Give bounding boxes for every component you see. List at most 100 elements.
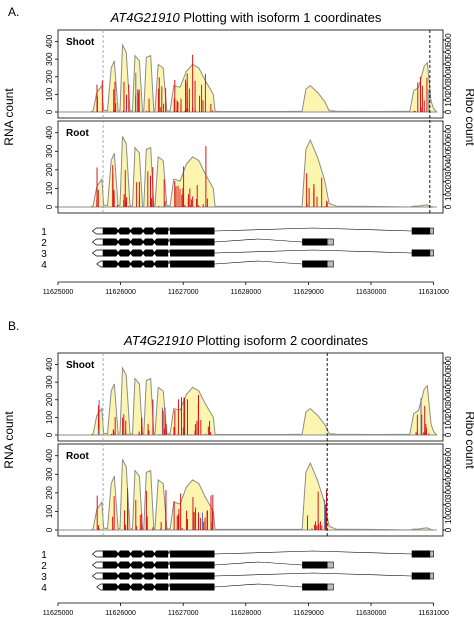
x-tick-label: 11625000: [43, 289, 74, 296]
utr3-box: [429, 249, 434, 257]
rna-tick-label: 300: [45, 375, 54, 389]
cds-notch: [116, 566, 121, 569]
cds-notch: [141, 243, 146, 246]
cds-notch: [128, 260, 133, 263]
cds-notch: [152, 555, 157, 558]
isoform-label: 2: [41, 238, 47, 249]
cds-block: [103, 572, 169, 580]
utr5-box: [91, 238, 104, 246]
cds-notch: [128, 561, 133, 564]
cds-notch: [141, 265, 146, 268]
ribo-tick-label: 500: [444, 460, 453, 474]
cds-notch: [141, 249, 146, 252]
utr3-box: [326, 238, 334, 246]
cds-notch: [141, 550, 146, 553]
isoform-label: 4: [41, 260, 47, 271]
cds-block: [170, 572, 215, 580]
intron-line: [214, 550, 412, 555]
rna-tick-label: 200: [45, 163, 54, 177]
cds-block: [411, 572, 430, 580]
ribo-tick-label: 0: [444, 432, 453, 437]
cds-notch: [152, 583, 157, 586]
track-label: Shoot: [66, 360, 95, 371]
panel-a-x-axis: 11625000 11626000 11627000 11628000 11629000…: [43, 281, 449, 296]
rna-tick-label: 100: [45, 181, 54, 195]
panel-a-title-gene: AT4G21910: [110, 10, 181, 25]
intron-line: [167, 226, 171, 232]
cds-notch: [128, 243, 133, 246]
ribo-bars: [97, 394, 430, 435]
cds-notch: [128, 572, 133, 575]
cds-notch: [128, 232, 133, 235]
cds-block: [170, 227, 215, 235]
cds-notch: [152, 265, 157, 268]
x-tick-label: 11627000: [168, 289, 199, 296]
cds-notch: [141, 566, 146, 569]
rna-tick-label: 100: [45, 87, 54, 101]
panel-b-x-axis: 11625000 11626000 11627000 11628000 11629000…: [43, 602, 449, 617]
cds-notch: [152, 249, 157, 252]
utr5-box: [96, 583, 104, 591]
rna-tick-label: 300: [45, 467, 54, 481]
cds-notch: [152, 566, 157, 569]
rna-tick-label: 200: [45, 393, 54, 407]
ribo-tick-label: 500: [444, 368, 453, 382]
intron-line: [214, 249, 412, 254]
cds-notch: [152, 232, 157, 235]
ribo-tick-label: 400: [444, 472, 453, 486]
cds-notch: [152, 588, 157, 591]
intron-line: [167, 560, 171, 566]
ribo-tick-label: 300: [444, 485, 453, 499]
isoform-label: 2: [41, 561, 47, 572]
rna-tick-label: 0: [45, 204, 54, 209]
cds-notch: [141, 238, 146, 241]
panel-b-title-rest: Plotting isoform 2 coordinates: [193, 333, 368, 348]
ribo-tick-label: 0: [444, 527, 453, 532]
intron-line: [214, 260, 303, 265]
rna-tick-label: 0: [45, 432, 54, 437]
x-tick-label: 11631000: [418, 610, 449, 617]
ribo-tick-label: 200: [444, 498, 453, 512]
x-tick-label: 11628000: [230, 610, 261, 617]
cds-notch: [152, 577, 157, 580]
rna-tick-label: 400: [45, 125, 54, 139]
intron-line: [167, 549, 171, 555]
isoform-label: 4: [41, 583, 47, 594]
cds-notch: [141, 577, 146, 580]
cds-notch: [152, 243, 157, 246]
cds-notch: [128, 249, 133, 252]
ribo-tick-label: 200: [444, 404, 453, 418]
panel-a-letter: A.: [8, 5, 19, 19]
rna-tick-label: 100: [45, 504, 54, 518]
utr3-box: [326, 583, 334, 591]
cds-block: [170, 249, 215, 257]
ribo-tick-label: 200: [444, 175, 453, 189]
isoform-label: 1: [41, 550, 47, 561]
cds-block: [411, 550, 430, 558]
cds-block: [302, 583, 328, 591]
panel-a-title: AT4G21910 Plotting with isoform 1 coordi…: [110, 10, 382, 25]
ribo-tick-label: 600: [444, 33, 453, 47]
cds-block: [103, 550, 169, 558]
ribo-tick-label: 600: [444, 356, 453, 370]
utr5-box: [91, 572, 104, 580]
rna-tick-label: 400: [45, 448, 54, 462]
ribo-bars: [96, 54, 430, 112]
utr3-box: [326, 561, 334, 569]
cds-notch: [128, 550, 133, 553]
ribo-tick-label: 300: [444, 162, 453, 176]
rna-tick-label: 400: [45, 357, 54, 371]
x-tick-label: 11629000: [293, 289, 324, 296]
ribo-tick-label: 0: [444, 204, 453, 209]
panel-b-letter: B.: [8, 319, 19, 333]
cds-notch: [116, 555, 121, 558]
panel-a: A. AT4G21910 Plotting with isoform 1 coo…: [2, 5, 474, 296]
track-label: Shoot: [66, 37, 95, 48]
intron-line: [214, 583, 303, 588]
cds-notch: [141, 260, 146, 263]
